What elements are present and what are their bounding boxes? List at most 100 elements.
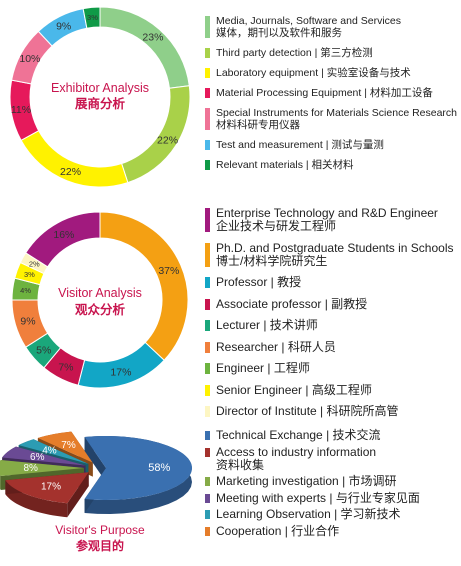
slice-label-media-journals-software-and-services: 23% (142, 32, 163, 44)
visitor-chart-subtitle: 观众分析 (75, 302, 126, 317)
visitor-chart-title: Visitor Analysis (58, 286, 142, 300)
visitor-analysis-section: 37% 17% 7% 5% 9% 4% 3% 2% 16% Visitor Analysis 观… (0, 200, 461, 418)
legend-label-zh: 媒体，期刊以及软件和服务 (216, 27, 342, 39)
slice-label-senior-engineer: 3% (24, 270, 35, 279)
legend-label: Laboratory equipment | 实验室设备与技术 (216, 67, 411, 79)
slice-enterprise-technology-and-r-d-engineer (25, 211, 101, 268)
purpose-chart-subtitle: 参观目的 (76, 538, 124, 553)
legend-swatch (205, 384, 210, 396)
legend-item-engineer: Engineer | 工程师 (205, 362, 454, 375)
legend-item-relevant-materials: Relevant materials | 相关材料 (205, 159, 457, 171)
slice-label-access-to-industry-information: 17% (41, 481, 61, 492)
legend-item-technical-exchange: Technical Exchange | 技术交流 (205, 429, 420, 442)
purpose-chart-title: Visitor's Purpose (55, 523, 145, 537)
legend-label: Test and measurement | 测试与量测 (216, 139, 384, 151)
exhibitor-analysis-section: 23% 22% 22% 11% 10% 9% 3% Exhibitor Analysis 展… (0, 0, 461, 200)
legend-swatch (205, 298, 210, 310)
exhibitor-legend: Media, Journals, Software and Services 媒体… (205, 15, 457, 179)
slice-label-researcher: 9% (20, 316, 35, 328)
slice-third-party-detection (121, 85, 191, 184)
legend-label: Professor | 教授 (216, 275, 302, 289)
legend-label: Enterprise Technology and R&D Engineer (216, 206, 438, 220)
legend-label-zh: 企业技术与研发工程师 (216, 219, 337, 233)
legend-label-zh: 博士/材料学院研究生 (216, 253, 328, 268)
legend-swatch (205, 431, 210, 440)
legend-label: Senior Engineer | 高级工程师 (216, 382, 372, 397)
slice-label-special-instruments-for-materials-science-research: 10% (19, 53, 40, 65)
legend-label-zh: 材料科研专用仪器 (216, 119, 300, 131)
legend-swatch (205, 242, 210, 267)
legend-item-enterprise-technology-and-r-d-engineer: Enterprise Technology and R&D Engineer 企业… (205, 207, 454, 233)
legend-item-associate-professor: Associate professor | 副教授 (205, 296, 454, 311)
legend-item-senior-engineer: Senior Engineer | 高级工程师 (205, 382, 454, 397)
legend-label: Engineer | 工程师 (216, 361, 310, 375)
legend-item-ph-d-and-postgraduate-students-in-schools: Ph.D. and Postgraduate Students in Schoo… (205, 240, 454, 268)
legend-swatch (205, 140, 210, 150)
donut-slices: 23% 22% 22% 11% 10% 9% 3% (9, 6, 191, 188)
legend-label: Media, Journals, Software and Services (216, 15, 402, 27)
legend-swatch (205, 320, 210, 331)
legend-item-media-journals-software-and-services: Media, Journals, Software and Services 媒体… (205, 15, 457, 39)
pie-3d-slices: 7% 4%6% 58% 8%17% (0, 431, 193, 518)
legend-label: Ph.D. and Postgraduate Students in Schoo… (216, 240, 454, 255)
slice-access-to-industry-information: 17% (5, 472, 89, 518)
legend-item-meeting-with-experts: Meeting with experts | 与行业专家见面 (205, 491, 420, 505)
legend-item-researcher: Researcher | 科研人员 (205, 339, 454, 354)
slice-label-lecturer: 5% (36, 344, 51, 356)
legend-label: Researcher | 科研人员 (216, 339, 336, 354)
slice-label-meeting-with-experts: 6% (30, 452, 45, 463)
slice-label-enterprise-technology-and-r-d-engineer: 16% (53, 229, 74, 241)
slice-label-material-processing-equipment: 11% (11, 104, 31, 116)
legend-item-special-instruments-for-materials-science-research: Special Instruments for Materials Scienc… (205, 107, 457, 131)
legend-label: Material Processing Equipment | 材料加工设备 (216, 87, 433, 99)
exhibitor-donut-chart: 23% 22% 22% 11% 10% 9% 3% Exhibitor Analysis 展… (9, 6, 191, 188)
legend-item-professor: Professor | 教授 (205, 276, 454, 289)
legend-item-access-to-industry-information: Access to industry information 资料收集 (205, 444, 420, 472)
slice-label-learning-observation: 4% (42, 445, 57, 456)
slice-label-associate-professor: 7% (58, 362, 73, 374)
legend-swatch (205, 208, 210, 232)
legend-swatch (205, 363, 210, 374)
legend-item-test-and-measurement: Test and measurement | 测试与量测 (205, 139, 457, 151)
legend-swatch (205, 108, 210, 130)
legend-swatch (205, 447, 210, 457)
legend-label: Technical Exchange | 技术交流 (216, 428, 381, 442)
slice-label-ph-d-and-postgraduate-students-in-schools: 37% (158, 265, 179, 277)
legend-item-lecturer: Lecturer | 技术讲师 (205, 319, 454, 332)
legend-item-cooperation: Cooperation | 行业合作 (205, 523, 420, 538)
slice-label-marketing-investigation: 8% (23, 463, 38, 474)
legend-item-director-of-institute: Director of Institute | 科研院所高管 (205, 405, 454, 418)
slice-technical-exchange: 58% (84, 436, 193, 514)
slice-media-journals-software-and-services (99, 6, 190, 89)
legend-item-marketing-investigation: Marketing investigation | 市场调研 (205, 475, 420, 488)
legend-label: Learning Observation | 学习新技术 (216, 507, 401, 521)
slice-label-technical-exchange: 58% (148, 462, 170, 474)
slice-label-third-party-detection: 22% (157, 135, 178, 147)
purpose-legend: Technical Exchange | 技术交流 Access to indus… (205, 429, 420, 541)
legend-item-laboratory-equipment: Laboratory equipment | 实验室设备与技术 (205, 67, 457, 79)
slice-label-test-and-measurement: 9% (56, 20, 71, 32)
legend-label: Marketing investigation | 市场调研 (216, 474, 397, 488)
exhibitor-chart-title: Exhibitor Analysis (51, 81, 149, 95)
legend-item-learning-observation: Learning Observation | 学习新技术 (205, 508, 420, 521)
legend-swatch (205, 48, 210, 58)
legend-label: Cooperation | 行业合作 (216, 523, 340, 538)
legend-label-zh: 资料收集 (216, 457, 265, 472)
legend-label: Associate professor | 副教授 (216, 296, 368, 311)
legend-label: Director of Institute | 科研院所高管 (216, 404, 399, 418)
slice-label-relevant-materials: 3% (87, 13, 98, 22)
visitor-purpose-3d-pie: 7% 4%6% 58% 8%17% Visitor's Purpose 参观目的 (0, 431, 193, 553)
legend-label: Access to industry information (216, 444, 377, 459)
legend-swatch (205, 493, 210, 503)
legend-label: Lecturer | 技术讲师 (216, 318, 318, 332)
exhibitor-chart-subtitle: 展商分析 (75, 96, 126, 111)
slice-label-cooperation: 7% (61, 440, 76, 451)
visitor-purpose-section: 7% 4% 6% 58% 8% 17% Visitor's Purpose 参观目的 Te… (0, 400, 461, 566)
slice-relevant-materials (82, 6, 101, 29)
visitor-donut-chart: 37% 17% 7% 5% 9% 4% 3% 2% 16% Visitor Analysis 观… (11, 211, 189, 389)
legend-item-third-party-detection: Third party detection | 第三方检测 (205, 47, 457, 59)
legend-swatch (205, 406, 210, 417)
legend-swatch (205, 160, 210, 170)
donut-slices: 37% 17% 7% 5% 9% 4% 3% 2% 16% (11, 211, 189, 389)
legend-swatch (205, 526, 210, 536)
